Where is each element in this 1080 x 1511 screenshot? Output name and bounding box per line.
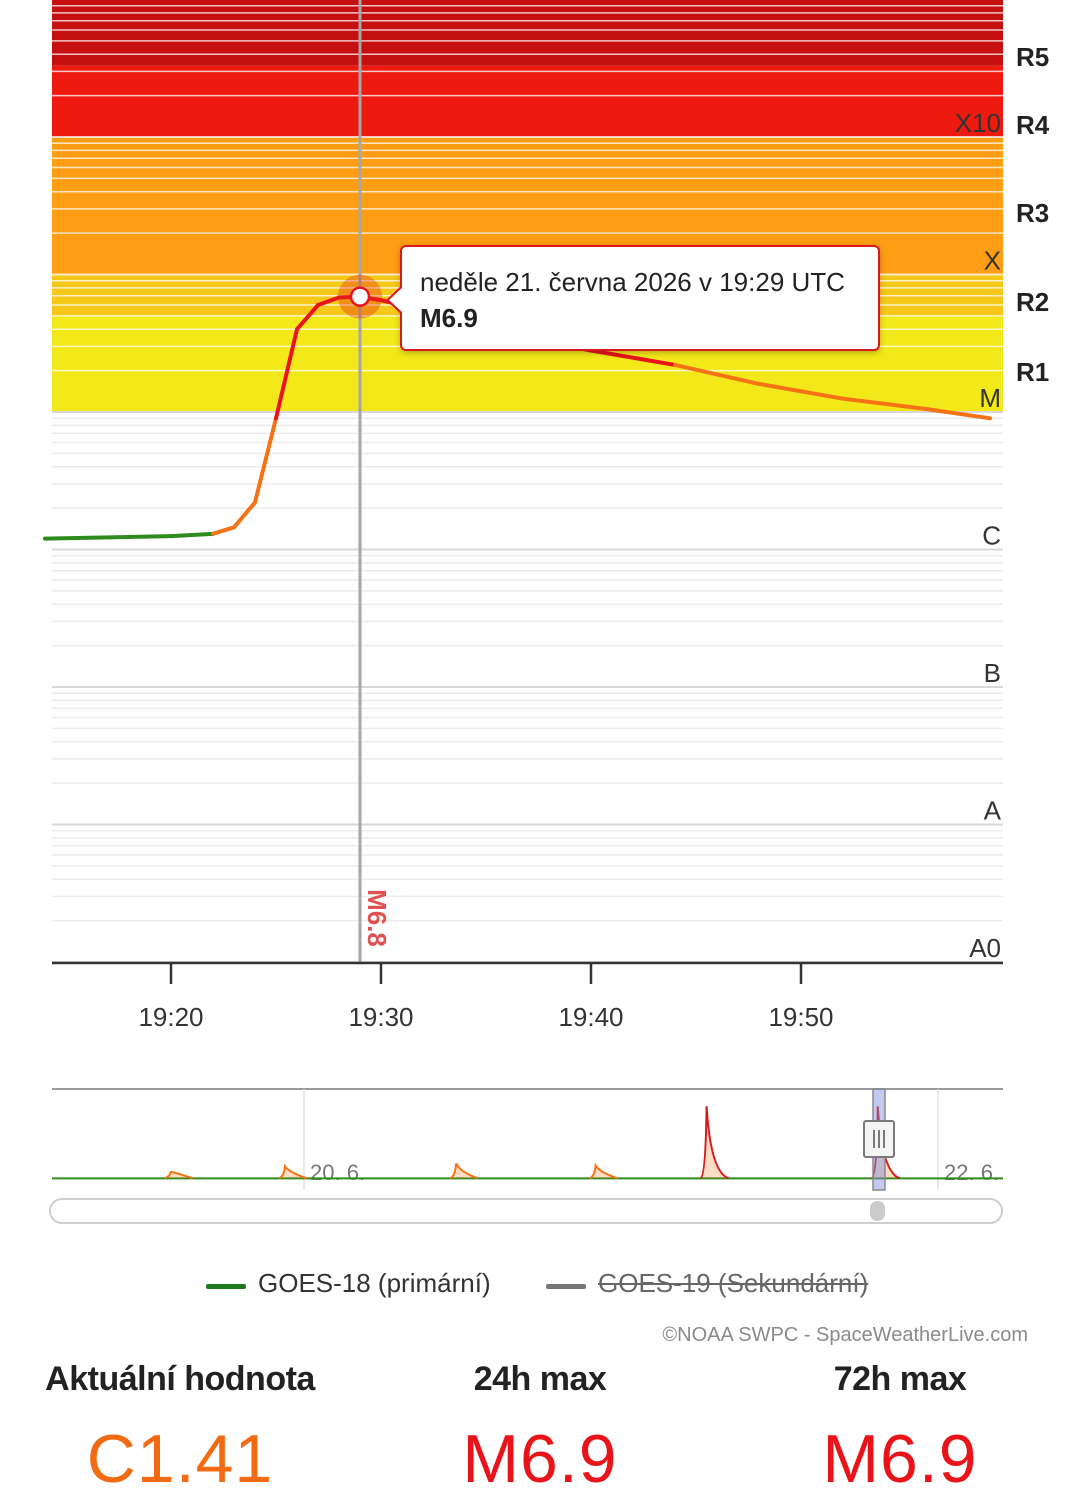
legend-swatch-primary	[206, 1284, 246, 1289]
data-tooltip: neděle 21. června 2026 v 19:29 UTC M6.9	[386, 245, 880, 351]
legend-label-primary: GOES-18 (primární)	[258, 1268, 491, 1298]
x-tick-label: 19:30	[348, 1002, 413, 1032]
series-segment	[232, 500, 257, 530]
max72-label: 72h max	[833, 1360, 967, 1398]
series-segment	[211, 525, 236, 536]
y-class-label: A	[984, 796, 1002, 826]
x-axis: 19:20 19:30 19:40 19:50	[52, 961, 1003, 1032]
navigator-peak	[449, 1162, 479, 1180]
max24-value: M6.9	[462, 1421, 618, 1497]
y-class-label: X10	[955, 108, 1001, 138]
current-value-label: Aktuální hodnota	[45, 1360, 315, 1398]
current-value: C1.41	[86, 1421, 274, 1497]
radio-blackout-label: R3	[1016, 198, 1049, 228]
credits-link[interactable]: ©NOAA SWPC - SpaceWeatherLive.com	[662, 1324, 1028, 1346]
radio-blackout-label: R2	[1016, 287, 1049, 317]
y-class-label: A0	[969, 933, 1001, 963]
max24-label: 24h max	[473, 1360, 607, 1398]
x-tick-label: 19:40	[558, 1002, 623, 1032]
radio-blackout-label: R4	[1016, 110, 1050, 140]
navigator-date-label: 20. 6.	[310, 1160, 365, 1185]
y-class-label: X	[984, 246, 1001, 276]
legend: GOES-18 (primární) GOES-19 (Sekundární)	[0, 1268, 1080, 1304]
legend-label-secondary: GOES-19 (Sekundární)	[598, 1268, 869, 1298]
series-segment	[925, 407, 992, 421]
series-segment	[673, 362, 761, 386]
tooltip-date: neděle 21. června 2026 v 19:29 UTC	[420, 267, 845, 297]
navigator-peak	[164, 1170, 194, 1180]
series-segment	[295, 303, 320, 332]
series-segment	[316, 295, 341, 308]
y-class-label: B	[984, 658, 1001, 688]
x-tick-label: 19:50	[768, 1002, 833, 1032]
tooltip-value: M6.9	[420, 303, 478, 333]
band-r4	[52, 65, 1003, 137]
navigator-peak	[278, 1163, 308, 1180]
radio-blackout-label: R5	[1016, 42, 1049, 72]
series-segment	[757, 381, 845, 401]
y-axis-labels: X10 X M C B A A0 R5 R4 R3 R2 R1	[955, 42, 1050, 963]
series-segment	[589, 348, 677, 367]
series-segment	[274, 327, 299, 421]
x-tick-label: 19:20	[138, 1002, 203, 1032]
gridlines	[52, 5, 1003, 963]
series-segment	[253, 416, 278, 505]
time-navigator[interactable]: 20. 6. 22. 6.	[49, 1088, 1003, 1224]
series-segment	[169, 531, 215, 539]
navigator-peak	[699, 1106, 730, 1180]
crosshair-layer: M6.8	[338, 0, 392, 963]
navigator-date-label: 22. 6.	[944, 1160, 999, 1185]
flare-marker-label: M6.8	[362, 889, 392, 947]
y-class-label: M	[979, 383, 1001, 413]
navigator-scrollbar-thumb[interactable]	[870, 1201, 885, 1221]
navigator-peak	[589, 1162, 618, 1180]
radio-blackout-label: R1	[1016, 357, 1049, 387]
navigator-scrollbar[interactable]	[49, 1198, 1003, 1224]
y-class-label: C	[982, 521, 1001, 551]
legend-swatch-secondary	[546, 1284, 586, 1289]
series-segment	[841, 396, 929, 412]
hover-point	[349, 286, 371, 307]
series-segment	[43, 534, 173, 541]
max72-value: M6.9	[822, 1421, 978, 1497]
xray-flux-chart[interactable]: M6.8 19:20 19:30 19:40 19:50 X10 X M C B A A0 R5 R4…	[0, 0, 1080, 1260]
band-r5	[52, 0, 1003, 66]
